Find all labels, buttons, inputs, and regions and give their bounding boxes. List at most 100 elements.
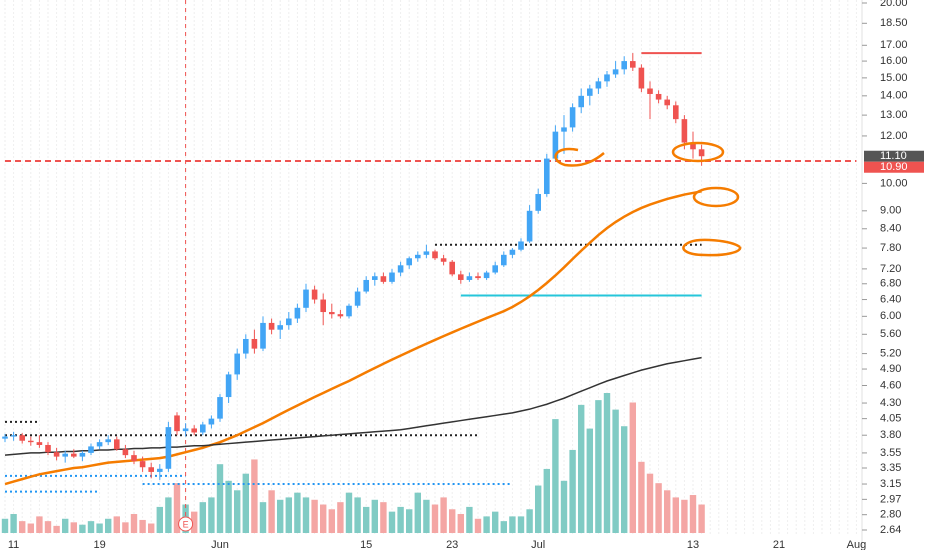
hand-drawn-mark [692,186,740,208]
candle-body [647,88,653,94]
volume-bar [27,523,34,533]
candle-body [277,325,283,330]
candle-body [483,272,490,279]
candle-body [268,322,275,330]
volume-bar [612,409,619,533]
volume-bar [560,480,568,533]
y-tick-label: 6.00 [880,310,901,322]
volume-bar [689,495,697,533]
candle-body [397,265,404,273]
y-tick-label: 7.20 [880,263,901,275]
candle-body [62,453,68,457]
hand-drawn-mark [554,147,605,167]
volume-bar [431,504,439,533]
candle-body [458,274,464,280]
candle-body [45,444,51,453]
y-tick-label: 13.00 [880,109,908,121]
volume-bar [139,519,146,533]
volume-bar [148,523,155,533]
candle-body [260,322,266,349]
y-tick-label: 10.00 [880,177,908,189]
volume-bar [646,473,654,533]
candle-body [698,149,705,157]
candle-body [243,338,249,354]
volume-bar [19,521,26,533]
candle-body [122,449,129,456]
volume-bar [268,490,275,533]
candle-body [286,318,292,326]
volume-bar [208,497,215,533]
candle-body [372,276,378,280]
volume-bar [449,509,456,533]
volume-bar [216,464,224,533]
volume-bar [259,502,267,533]
candle-body [19,435,25,441]
volume-bar [337,502,344,533]
volume-bar [320,504,327,533]
y-tick-label: 2.80 [880,509,901,521]
candle-body [501,254,507,266]
y-tick-label: 4.60 [880,379,901,391]
y-tick-label: 3.15 [880,478,901,490]
volume-bar [294,492,301,533]
x-tick-label: 23 [446,539,458,550]
volume-bar [199,502,206,533]
candle-body [578,95,584,108]
x-tick-label: Jul [531,539,545,550]
hand-drawn-mark [682,238,742,257]
candle-body [587,88,593,96]
volume-bar [638,461,645,533]
candle-body [604,74,610,82]
candle-body [251,338,258,349]
y-tick-label: 14.00 [880,90,908,102]
candle-body [432,251,438,259]
x-tick-label: 21 [773,539,785,550]
volume-bar [156,506,163,533]
y-tick-label: 15.00 [880,72,908,84]
candle-body [182,428,189,432]
candle-body [165,427,172,469]
y-tick-label: 2.97 [880,493,901,505]
candle-body [475,276,481,279]
y-tick-label: 18.50 [880,17,908,29]
candle-body [225,374,232,398]
moving-average [4,356,702,456]
volume-bar [397,506,404,533]
candle-body [28,440,34,443]
volume-bar [36,516,43,533]
volume-bar [406,509,413,533]
candle-body [638,67,645,89]
volume-bar [87,521,95,533]
drawings [554,141,742,257]
y-tick-label: 5.20 [880,347,901,359]
candle-body [114,439,120,450]
candle-body [320,299,326,313]
candle-body [406,258,412,266]
event-label: E [183,519,189,529]
candle-body [303,289,309,308]
volume-bar [96,523,103,533]
y-tick-label: 8.40 [880,223,901,235]
candle-body [673,105,679,120]
candle-body [595,81,602,89]
candles [2,53,705,480]
price-tag [864,161,924,173]
moving-average [4,190,702,486]
grid [4,0,857,535]
candle-body [337,314,344,317]
volume-bar [517,516,525,533]
candle-body [466,276,473,280]
candle-body [234,353,240,375]
candle-body [681,119,688,143]
y-tick-label: 2.64 [880,524,901,536]
y-tick-label: 7.80 [880,242,901,254]
y-tick-label: 4.30 [880,397,901,409]
y-tick-label: 3.35 [880,462,901,474]
volume-bar [1,518,9,533]
candle-body [363,279,369,292]
candle-body [10,435,17,437]
candle-body [664,99,670,106]
moving-averages [4,190,702,486]
volume-bar [457,514,464,533]
y-tick-label: 4.05 [880,413,901,425]
